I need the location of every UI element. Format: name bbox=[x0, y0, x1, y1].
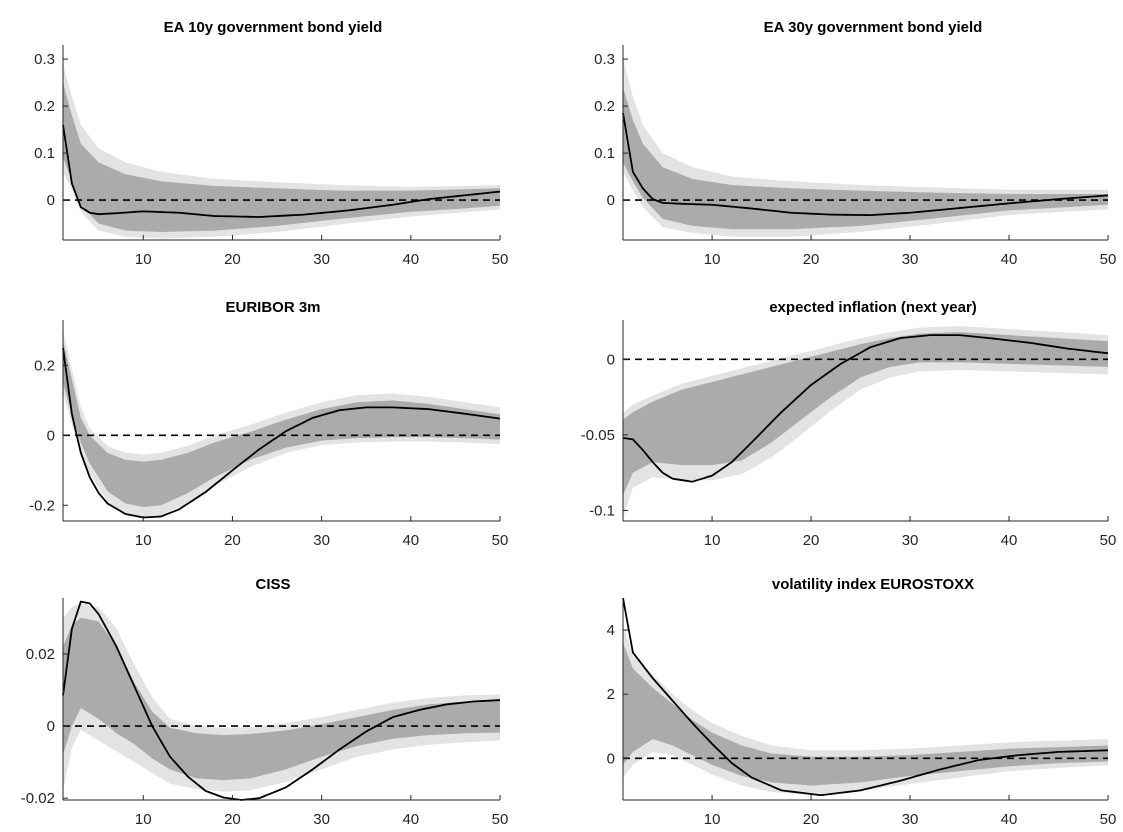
x-tick-label: 30 bbox=[313, 811, 330, 828]
x-tick-label: 40 bbox=[402, 811, 419, 828]
panel-ciss: CISS 10 20 30 40 50 -0.02 0 0.02 bbox=[21, 576, 509, 828]
y-tick-label: 4 bbox=[607, 622, 615, 639]
y-tick-label: 0 bbox=[47, 718, 55, 735]
y-tick-label: 0.1 bbox=[34, 145, 55, 162]
y-tick-label: -0.05 bbox=[581, 427, 615, 444]
panel-expected-inflation: expected inflation (next year) 10 20 30 40 5… bbox=[581, 299, 1117, 549]
y-tick-label: 0 bbox=[607, 192, 615, 209]
y-tick-label: 0.2 bbox=[34, 98, 55, 115]
x-tick-label: 10 bbox=[704, 251, 721, 268]
panel-ea-30y-bond-yield: EA 30y government bond yield 10 20 30 40 50 0… bbox=[594, 19, 1116, 268]
x-tick-label: 10 bbox=[704, 532, 721, 549]
x-tick-label: 30 bbox=[902, 532, 919, 549]
x-tick-label: 20 bbox=[224, 251, 241, 268]
chart-title: expected inflation (next year) bbox=[769, 299, 977, 316]
median-response-line bbox=[622, 334, 1109, 483]
panel-ea-10y-bond-yield: EA 10y government bond yield 10 20 30 40 50 0… bbox=[34, 19, 508, 268]
inner-credible-band bbox=[623, 87, 1108, 230]
x-tick-label: 50 bbox=[1100, 532, 1117, 549]
x-tick-label: 10 bbox=[135, 532, 152, 549]
y-tick-label: 0.1 bbox=[594, 145, 615, 162]
chart-title: EA 30y government bond yield bbox=[764, 19, 983, 36]
median-response-line bbox=[62, 347, 501, 519]
x-tick-label: 20 bbox=[803, 251, 820, 268]
chart-title: EURIBOR 3m bbox=[225, 299, 320, 316]
chart-title: EA 10y government bond yield bbox=[164, 19, 383, 36]
median-response-line bbox=[622, 112, 1109, 217]
x-tick-label: 50 bbox=[492, 532, 509, 549]
inner-credible-band bbox=[63, 340, 500, 508]
median-response-line bbox=[622, 597, 1109, 797]
y-tick-label: 0.3 bbox=[34, 51, 55, 68]
y-tick-label: 2 bbox=[607, 686, 615, 703]
panel-volatility-eurostoxx: volatility index EUROSTOXX 10 20 30 40 50 0 2 4 bbox=[607, 576, 1117, 828]
y-tick-label: 0 bbox=[607, 351, 615, 368]
y-tick-label: 0.3 bbox=[594, 51, 615, 68]
y-tick-label: 0 bbox=[47, 427, 55, 444]
x-tick-label: 10 bbox=[135, 811, 152, 828]
y-tick-label: 0 bbox=[607, 750, 615, 767]
x-tick-label: 50 bbox=[1100, 811, 1117, 828]
x-tick-label: 20 bbox=[224, 811, 241, 828]
x-tick-label: 30 bbox=[902, 811, 919, 828]
chart-title: CISS bbox=[255, 576, 290, 593]
y-tick-label: 0.2 bbox=[34, 357, 55, 374]
median-response-line bbox=[62, 600, 501, 801]
x-tick-label: 40 bbox=[1001, 811, 1018, 828]
chart-title: volatility index EUROSTOXX bbox=[772, 576, 974, 593]
y-tick-label: -0.2 bbox=[29, 497, 55, 514]
median-response-line bbox=[62, 124, 501, 218]
y-tick-label: 0 bbox=[47, 192, 55, 209]
x-tick-label: 40 bbox=[402, 251, 419, 268]
inner-credible-band bbox=[63, 617, 500, 781]
x-tick-label: 10 bbox=[135, 251, 152, 268]
x-tick-label: 20 bbox=[803, 532, 820, 549]
y-tick-label: 0.2 bbox=[594, 98, 615, 115]
panel-euribor-3m: EURIBOR 3m 10 20 30 40 50 -0.2 0 0.2 bbox=[29, 299, 508, 549]
x-tick-label: 40 bbox=[402, 532, 419, 549]
x-tick-label: 40 bbox=[1001, 251, 1018, 268]
y-tick-label: 0.02 bbox=[26, 646, 55, 663]
inner-credible-band bbox=[63, 82, 500, 233]
x-tick-label: 40 bbox=[1001, 532, 1018, 549]
x-tick-label: 50 bbox=[492, 251, 509, 268]
y-tick-label: -0.1 bbox=[589, 502, 615, 519]
x-tick-label: 50 bbox=[1100, 251, 1117, 268]
inner-credible-band bbox=[623, 332, 1108, 496]
x-tick-label: 50 bbox=[492, 811, 509, 828]
x-tick-label: 30 bbox=[902, 251, 919, 268]
x-tick-label: 30 bbox=[313, 251, 330, 268]
x-tick-label: 30 bbox=[313, 532, 330, 549]
inner-credible-band bbox=[623, 642, 1108, 786]
x-tick-label: 10 bbox=[704, 811, 721, 828]
x-tick-label: 20 bbox=[224, 532, 241, 549]
y-tick-label: -0.02 bbox=[21, 790, 55, 807]
x-tick-label: 20 bbox=[803, 811, 820, 828]
